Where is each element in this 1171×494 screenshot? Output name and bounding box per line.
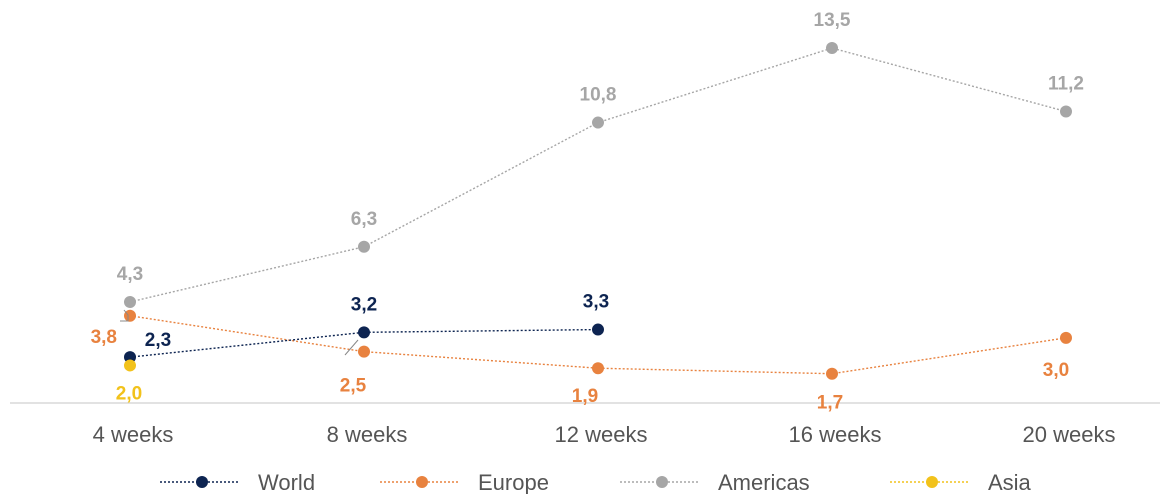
point-world-4-weeks — [124, 351, 136, 364]
data-label-world-4-weeks: 2,3 — [145, 330, 171, 351]
leader-line-europe-4-weeks — [120, 309, 129, 322]
data-labels: 4,3 6,3 10,8 13,5 11,2 3,8 2,5 1,9 1,7 3,0 2,3 3,2 3… — [91, 10, 1084, 414]
point-europe-16-weeks — [826, 367, 838, 380]
data-label-europe-12-weeks: 1,9 — [572, 386, 598, 407]
point-americas-20-weeks — [1060, 105, 1072, 118]
data-label-americas-4-weeks: 4,3 — [117, 264, 143, 285]
point-world-12-weeks — [592, 323, 604, 336]
legend-label-world: World — [258, 470, 315, 494]
legend: World Europe Americas Asia — [160, 470, 1032, 494]
data-label-europe-8-weeks: 2,5 — [340, 376, 367, 397]
legend-marker-world — [196, 476, 208, 488]
leader-line-europe-8-weeks — [344, 339, 359, 356]
x-tick-label-4-weeks: 4 weeks — [93, 422, 174, 447]
point-europe-8-weeks — [358, 345, 370, 358]
legend-marker-europe — [416, 476, 428, 488]
x-tick-label-12-weeks: 12 weeks — [555, 422, 648, 447]
series-line-europe — [129, 315, 1067, 375]
point-americas-12-weeks — [592, 116, 604, 129]
point-europe-4-weeks — [124, 309, 136, 322]
point-americas-8-weeks — [358, 240, 370, 253]
data-label-americas-8-weeks: 6,3 — [351, 209, 377, 230]
point-europe-20-weeks — [1060, 331, 1072, 344]
legend-label-europe: Europe — [478, 470, 549, 494]
x-tick-label-16-weeks: 16 weeks — [789, 422, 882, 447]
data-label-americas-16-weeks: 13,5 — [814, 10, 851, 31]
data-label-europe-16-weeks: 1,7 — [817, 393, 843, 414]
legend-marker-asia — [926, 476, 938, 488]
x-tick-label-8-weeks: 8 weeks — [327, 422, 408, 447]
data-label-asia-4-weeks: 2,0 — [116, 383, 142, 404]
data-label-world-8-weeks: 3,2 — [351, 294, 377, 315]
x-tick-label-20-weeks: 20 weeks — [1023, 422, 1116, 447]
data-label-europe-4-weeks: 3,8 — [91, 327, 117, 348]
legend-label-americas: Americas — [718, 470, 810, 494]
data-label-americas-12-weeks: 10,8 — [580, 85, 617, 106]
point-americas-4-weeks — [124, 295, 136, 308]
legend-label-asia: Asia — [988, 470, 1032, 494]
point-world-8-weeks — [358, 326, 370, 339]
data-label-americas-20-weeks: 11,2 — [1048, 74, 1084, 95]
x-tick-labels: 4 weeks 8 weeks 12 weeks 16 weeks 20 weeks — [93, 422, 1116, 447]
data-label-europe-20-weeks: 3,0 — [1043, 360, 1069, 381]
point-americas-16-weeks — [826, 42, 838, 55]
data-label-world-12-weeks: 3,3 — [583, 292, 609, 313]
legend-marker-americas — [656, 476, 668, 488]
point-europe-12-weeks — [592, 362, 604, 375]
point-asia-4-weeks — [124, 359, 136, 372]
series-points — [124, 42, 1072, 380]
